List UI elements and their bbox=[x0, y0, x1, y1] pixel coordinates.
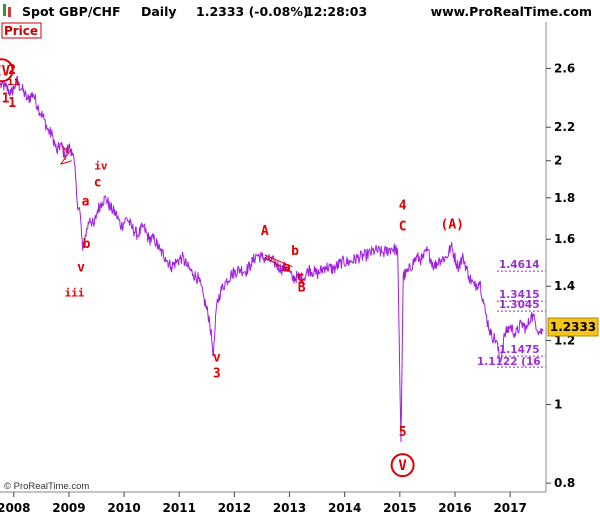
wave-helper-lines bbox=[60, 143, 293, 272]
wave-label: a bbox=[283, 260, 291, 275]
y-axis-ticks: 2.6 2.2 2 1.8 1.6 1.4 1.2 1 0.8 bbox=[546, 61, 575, 490]
wave-label: v bbox=[213, 351, 221, 366]
wave-label: iv bbox=[94, 160, 108, 173]
x-tick-label: 2017 bbox=[493, 501, 526, 515]
instrument-title: Spot GBP/CHF bbox=[22, 4, 121, 19]
wave-label: 1 bbox=[2, 92, 10, 107]
y-tick-label: 0.8 bbox=[554, 476, 575, 490]
copyright-text: © ProRealTime.com bbox=[4, 481, 89, 492]
price-series bbox=[0, 77, 544, 443]
x-tick-label: 2015 bbox=[383, 501, 416, 515]
x-tick-label: 2014 bbox=[328, 501, 361, 515]
last-price-value: 1.2333 bbox=[550, 320, 596, 334]
x-tick-label: 2012 bbox=[218, 501, 251, 515]
level-label: 1.1122 (16 bbox=[477, 356, 541, 368]
y-tick-label: 1 bbox=[554, 398, 562, 412]
y-tick-label: 1.8 bbox=[554, 191, 575, 205]
wave-label: 4 bbox=[399, 199, 407, 214]
x-tick-label: 2008 bbox=[0, 501, 30, 515]
x-tick-label: 2013 bbox=[273, 501, 306, 515]
wave-label: v bbox=[77, 260, 85, 275]
wave-label: b bbox=[83, 237, 91, 252]
last-price-tag: 1.2333 bbox=[547, 317, 599, 337]
timestamp: 12:28:03 bbox=[305, 4, 367, 19]
price-tag-label: Price bbox=[4, 24, 38, 38]
wave-label: ii bbox=[7, 75, 21, 88]
price-line bbox=[0, 77, 544, 443]
wave-label: 5 bbox=[399, 425, 407, 440]
wave-circle bbox=[0, 58, 14, 83]
header-svg: Spot GBP/CHF Daily 1.2333 (-0.08%) 12:28… bbox=[3, 4, 592, 19]
x-tick-label: 2011 bbox=[163, 501, 196, 515]
trend-line bbox=[60, 143, 70, 155]
price-tag[interactable]: Price bbox=[1, 22, 42, 39]
trend-line bbox=[60, 148, 73, 165]
y-tick-label: 1.2 bbox=[554, 333, 575, 347]
trend-line bbox=[264, 256, 290, 272]
y-tick-label: 1.4 bbox=[554, 279, 575, 293]
last-change: 1.2333 (-0.08%) bbox=[196, 4, 309, 19]
wave-label: (A) bbox=[441, 217, 464, 232]
site-link[interactable]: www.ProRealTime.com bbox=[431, 4, 592, 19]
x-tick-label: 2010 bbox=[107, 501, 140, 515]
x-tick-label: 2016 bbox=[438, 501, 471, 515]
wave-label: iii bbox=[65, 286, 85, 299]
level-label: 1.3045 bbox=[499, 299, 540, 311]
price-tag-box bbox=[1, 22, 42, 39]
level-label: 1.3415 bbox=[499, 289, 540, 301]
wave-label: c bbox=[94, 175, 102, 190]
wave-labels: IV2ii11ivcabviiiAbacBv34C(A)5V bbox=[0, 58, 464, 478]
wave-label: a bbox=[82, 195, 90, 210]
trend-line bbox=[264, 254, 293, 268]
wave-label: A bbox=[261, 224, 269, 239]
level-label: 1.1475 bbox=[499, 344, 540, 356]
wave-label: B bbox=[298, 280, 306, 295]
wave-label: 1 bbox=[8, 96, 16, 111]
y-tick-label: 2 bbox=[554, 154, 562, 168]
wave-label: b bbox=[291, 244, 299, 259]
wave-label: 3 bbox=[213, 367, 221, 382]
wave-label: C bbox=[399, 220, 407, 235]
last-price-box bbox=[547, 317, 599, 337]
wave-circle bbox=[390, 453, 415, 478]
x-tick-label: 2009 bbox=[52, 501, 85, 515]
y-tick-label: 2.6 bbox=[554, 61, 575, 75]
wave-label: 2 bbox=[8, 63, 16, 78]
chart-header: Spot GBP/CHF Daily 1.2333 (-0.08%) 12:28… bbox=[0, 0, 600, 22]
period-label: Daily bbox=[141, 4, 177, 19]
y-tick-label: 2.2 bbox=[554, 120, 575, 134]
wave-label: V bbox=[398, 458, 407, 474]
wave-label: IV bbox=[0, 63, 11, 79]
y-tick-label: 1.6 bbox=[554, 232, 575, 246]
plot-area bbox=[0, 22, 546, 492]
x-axis-ticks: 2008 2009 2010 2011 2012 2013 2014 2015 2016 2017 bbox=[0, 492, 527, 515]
trend-line bbox=[60, 160, 72, 165]
wave-label: c bbox=[297, 270, 305, 285]
candlestick-icon bbox=[3, 4, 11, 17]
level-label: 1.4614 bbox=[499, 259, 540, 271]
